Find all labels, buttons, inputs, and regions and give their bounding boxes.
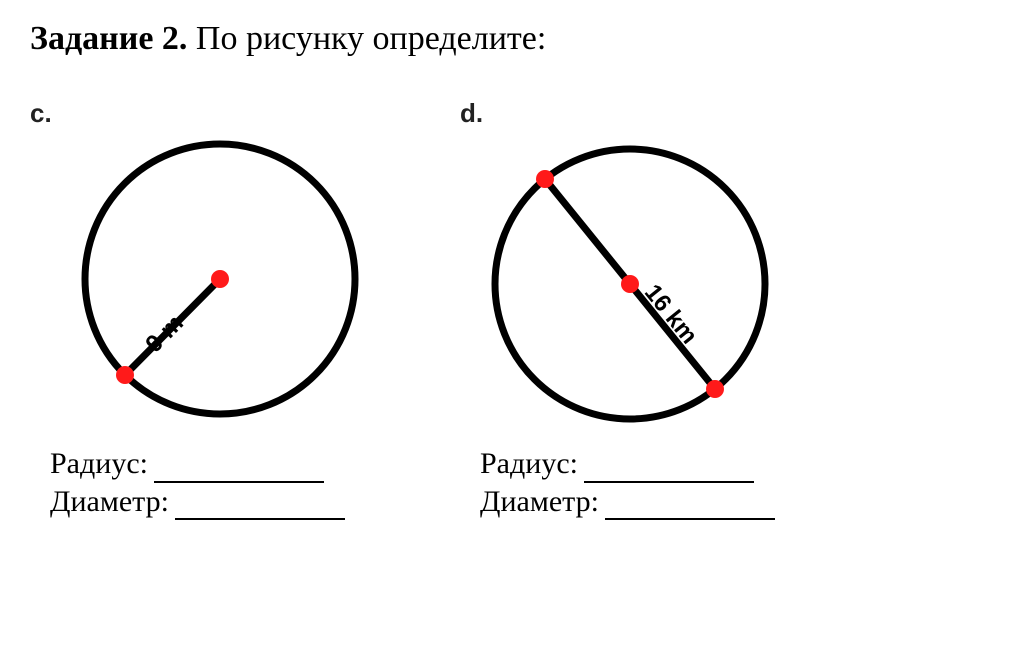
radius-blank-d xyxy=(584,448,754,483)
edge-point-d-top xyxy=(536,170,554,188)
radius-blank-c xyxy=(154,448,324,483)
panel-d: d. 16 km Радиус: Диаметр: xyxy=(460,98,800,520)
figures-row: c. 9 m Радиус: Диаметр: xyxy=(30,98,999,520)
edge-point-c xyxy=(116,366,134,384)
edge-point-d-bottom xyxy=(706,380,724,398)
radius-label-d: Радиус: xyxy=(480,445,578,483)
panel-c: c. 9 m Радиус: Диаметр: xyxy=(30,98,370,520)
radius-row-d: Радиус: xyxy=(480,445,775,483)
diameter-blank-d xyxy=(605,485,775,520)
diameter-blank-c xyxy=(175,485,345,520)
radius-row-c: Радиус: xyxy=(50,445,345,483)
answers-c: Радиус: Диаметр: xyxy=(50,445,345,520)
diameter-row-c: Диаметр: xyxy=(50,483,345,521)
radius-label-c: Радиус: xyxy=(50,445,148,483)
circle-c-figure: 9 m xyxy=(30,119,370,439)
center-point-d xyxy=(621,275,639,293)
task-number: Задание 2. xyxy=(30,20,187,57)
task-title: Задание 2. По рисунку определите: xyxy=(30,20,999,58)
diameter-label-d: Диаметр: xyxy=(480,483,599,521)
center-point-c xyxy=(211,270,229,288)
task-text: По рисунку определите: xyxy=(187,20,546,57)
diameter-label-c: Диаметр: xyxy=(50,483,169,521)
circle-d-figure: 16 km xyxy=(460,119,800,439)
answers-d: Радиус: Диаметр: xyxy=(480,445,775,520)
diameter-row-d: Диаметр: xyxy=(480,483,775,521)
